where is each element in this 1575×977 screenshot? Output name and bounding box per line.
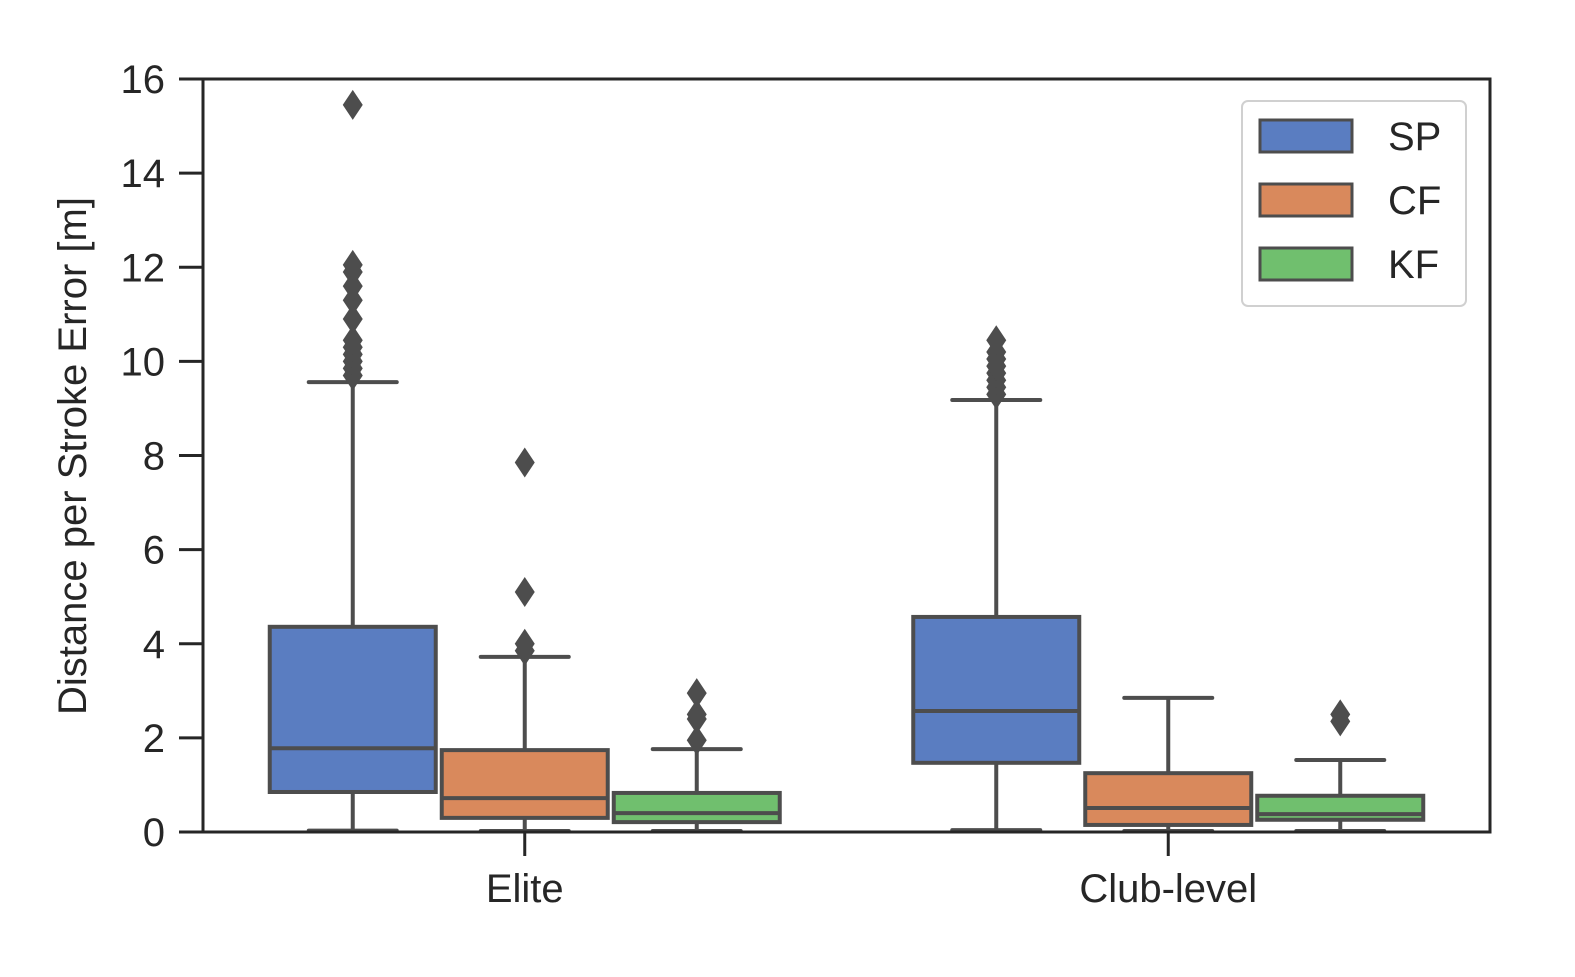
box-iqr bbox=[439, 748, 610, 820]
box-CF-Elite bbox=[439, 447, 610, 834]
y-tick-label: 2 bbox=[143, 717, 165, 761]
x-tick-label: Elite bbox=[486, 867, 564, 911]
legend-swatch-KF bbox=[1258, 246, 1354, 282]
outlier-point bbox=[342, 304, 363, 335]
box-iqr bbox=[611, 790, 782, 825]
outlier-point bbox=[342, 89, 363, 120]
outlier-point bbox=[686, 725, 707, 756]
y-tick-label: 4 bbox=[143, 623, 165, 667]
legend-label-CF: CF bbox=[1388, 179, 1441, 223]
legend-swatch-CF bbox=[1258, 182, 1354, 218]
outlier-point bbox=[342, 325, 363, 356]
y-tick-label: 6 bbox=[143, 529, 165, 573]
outlier-point bbox=[686, 699, 707, 730]
outlier-point bbox=[1330, 699, 1351, 730]
y-tick-label: 10 bbox=[121, 340, 166, 384]
box-CF-Club-level bbox=[1083, 695, 1254, 834]
outlier-point bbox=[686, 678, 707, 709]
y-tick-label: 12 bbox=[121, 246, 166, 290]
y-tick-label: 16 bbox=[121, 58, 166, 102]
box-iqr bbox=[1083, 771, 1254, 827]
legend-label-KF: KF bbox=[1388, 243, 1439, 287]
outlier-point bbox=[514, 447, 535, 478]
outlier-point bbox=[514, 576, 535, 607]
y-tick-label: 8 bbox=[143, 435, 165, 479]
box-SP-Elite bbox=[267, 89, 438, 833]
legend-swatch-SP bbox=[1258, 118, 1354, 154]
plot-marks bbox=[267, 89, 1426, 834]
axes: Elite Club-level 0 2 4 6 8 10 12 14 16 bbox=[121, 58, 1492, 911]
outlier-point bbox=[986, 325, 1007, 356]
legend-label-SP: SP bbox=[1388, 115, 1441, 159]
outlier-point bbox=[514, 628, 535, 659]
legend: SP CF KF bbox=[1241, 100, 1467, 307]
y-tick-label: 0 bbox=[143, 811, 165, 855]
box-iqr bbox=[267, 624, 438, 794]
y-axis-label: Distance per Stroke Error [m] bbox=[51, 197, 95, 715]
outlier-point bbox=[342, 249, 363, 280]
box-iqr bbox=[911, 614, 1082, 765]
box-KF-Elite bbox=[611, 678, 782, 834]
box-SP-Club-level bbox=[911, 325, 1082, 833]
box-KF-Club-level bbox=[1255, 699, 1426, 834]
box-iqr bbox=[1255, 793, 1426, 822]
x-tick-label: Club-level bbox=[1079, 867, 1257, 911]
y-tick-label: 14 bbox=[121, 152, 166, 196]
